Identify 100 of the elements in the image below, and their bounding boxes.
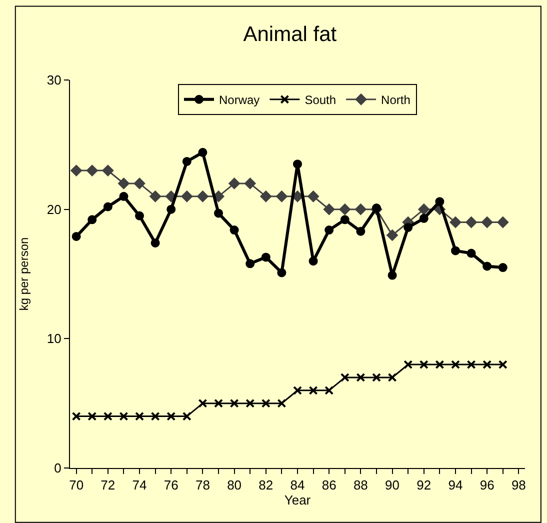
point	[72, 412, 81, 421]
point	[324, 226, 334, 235]
point	[308, 190, 319, 202]
point	[355, 204, 366, 215]
chart-title: Animal fat	[243, 22, 337, 46]
point	[386, 230, 398, 241]
point	[293, 386, 302, 395]
x-tick-label: 84	[290, 478, 305, 493]
y-tick-label: 30	[46, 72, 62, 88]
y-tick-label: 20	[46, 202, 62, 217]
point	[466, 360, 476, 370]
x-axis-title: Year	[284, 492, 312, 508]
point	[404, 360, 413, 370]
point	[466, 248, 476, 258]
point	[246, 398, 255, 408]
point	[404, 222, 413, 232]
y-tick-label: 0	[54, 460, 62, 476]
point	[435, 360, 444, 370]
point	[135, 412, 144, 421]
x-tick-label: 80	[227, 478, 242, 493]
point	[356, 226, 366, 236]
x-tick-label: 74	[132, 478, 147, 493]
x-tick-label: 76	[164, 478, 178, 493]
point	[497, 216, 508, 228]
point	[228, 178, 240, 190]
point	[197, 190, 208, 202]
point	[388, 270, 397, 280]
point	[260, 190, 272, 202]
point	[214, 398, 224, 408]
point	[418, 204, 430, 215]
x-tick-label: 78	[195, 478, 210, 493]
x-tick-label: 92	[416, 478, 432, 493]
point	[166, 412, 176, 421]
point	[198, 148, 208, 157]
point	[88, 215, 97, 224]
point	[182, 412, 192, 421]
point	[276, 190, 288, 202]
point	[166, 204, 176, 214]
point	[308, 386, 318, 395]
point	[88, 412, 97, 421]
point	[324, 204, 335, 215]
x-tick-label: 70	[69, 478, 84, 493]
point	[419, 360, 428, 370]
point	[118, 178, 130, 190]
point	[119, 412, 128, 421]
point	[293, 160, 302, 169]
point	[466, 216, 477, 228]
point	[261, 252, 270, 262]
legend-label: Norway	[219, 93, 260, 108]
point	[450, 246, 460, 256]
x-tick-label: 96	[480, 478, 494, 493]
x-tick-label: 86	[322, 478, 336, 493]
point	[181, 190, 192, 202]
point	[134, 178, 146, 190]
point	[86, 164, 98, 176]
point	[450, 360, 460, 370]
y-axis-title: kg per person	[17, 237, 32, 311]
point	[214, 208, 224, 218]
point	[244, 178, 256, 190]
point	[308, 256, 318, 266]
point	[150, 190, 161, 202]
point	[119, 192, 128, 201]
point	[103, 202, 112, 212]
point	[277, 268, 286, 278]
point	[340, 215, 350, 224]
point	[261, 398, 270, 408]
point	[356, 372, 366, 382]
x-tick-label: 82	[258, 478, 274, 493]
point	[150, 412, 160, 421]
point	[277, 398, 286, 408]
x-tick-label: 88	[353, 478, 368, 493]
point	[198, 398, 208, 408]
x-tick-label: 94	[448, 478, 463, 493]
point	[482, 216, 493, 228]
point	[135, 211, 144, 220]
point	[388, 372, 397, 382]
legend-label: South	[304, 93, 336, 108]
point	[419, 214, 428, 223]
point	[482, 262, 492, 271]
point	[70, 164, 82, 176]
point	[482, 360, 492, 370]
point	[372, 372, 381, 382]
point	[103, 412, 112, 421]
point	[230, 398, 239, 408]
point	[324, 386, 334, 395]
point	[230, 226, 239, 235]
x-tick-label: 98	[511, 478, 526, 493]
point	[372, 204, 381, 213]
point	[340, 372, 350, 382]
point	[102, 164, 114, 176]
point	[498, 263, 508, 272]
point	[498, 360, 508, 370]
point	[72, 232, 81, 241]
point	[450, 216, 462, 228]
point	[435, 197, 444, 206]
legend-label: North	[381, 93, 410, 108]
y-tick-label: 10	[46, 331, 62, 346]
point	[246, 259, 255, 268]
x-tick-label: 72	[100, 478, 116, 493]
point	[150, 238, 160, 248]
